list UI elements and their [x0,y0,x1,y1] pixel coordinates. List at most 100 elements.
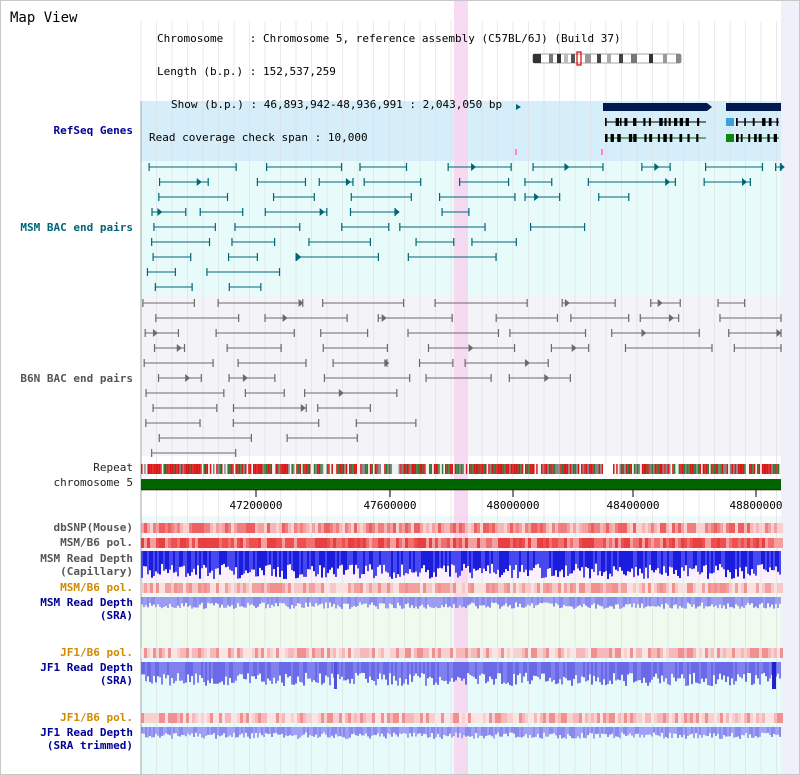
heat-cell [750,648,753,658]
depth-bar [433,727,435,739]
repeat-segment [305,464,308,474]
depth-bar [687,551,689,577]
track-label-msm-bac[interactable]: MSM BAC end pairs [20,221,133,234]
heat-cell [285,713,288,723]
track-label-jf1-depth[interactable]: JF1 Read Depth [40,661,133,674]
bac-end-arrow [381,314,387,322]
depth-bar [329,662,331,686]
depth-bar [639,662,641,681]
depth-bar [393,597,395,608]
heat-cell [294,648,297,658]
repeat-segment [248,464,250,474]
heat-cell [351,648,354,658]
depth-bar [185,551,187,577]
depth-bar [151,727,153,738]
depth-bar [717,662,719,680]
heat-cell [627,583,630,593]
track-label-msm-pol-1[interactable]: MSM/B6 pol. [60,536,133,549]
track-label-dbsnp[interactable]: dbSNP(Mouse) [53,521,133,534]
depth-bar [529,727,531,735]
depth-bar [621,597,623,609]
heat-cell [165,583,168,593]
heat-cell [603,648,606,658]
repeat-segment [430,464,433,474]
heat-cell [561,523,564,533]
track-label-msm-depth-sra[interactable]: MSM Read Depth [40,596,133,609]
heat-cell [285,648,288,658]
heat-cell [618,583,621,593]
heat-cell [297,583,300,593]
depth-bar [177,551,179,577]
repeat-segment [179,464,181,474]
repeat-segment [745,464,748,474]
heat-cell [588,538,591,548]
heat-cell [570,523,573,533]
heat-cell [693,648,696,658]
repeat-segment [427,464,429,474]
depth-bar [497,727,499,733]
depth-bar [607,597,609,608]
depth-bar [419,597,421,607]
depth-bar [323,727,325,733]
track-label-msm-depth-capillary[interactable]: MSM Read Depth [40,552,133,565]
depth-bar [529,662,531,685]
depth-bar [625,727,627,736]
heat-cell [573,538,576,548]
depth-bar [223,662,225,685]
depth-bar [731,727,733,733]
depth-bar [501,597,503,607]
heat-cell [732,648,735,658]
track-label-chromosome[interactable]: chromosome 5 [53,476,133,489]
track-label-repeat[interactable]: Repeat [93,461,133,474]
track-label-jf1-pol-2[interactable]: JF1/B6 pol. [60,711,133,724]
heat-cell [735,523,738,533]
depth-bar [253,662,255,677]
repeat-segment [291,464,293,474]
track-label-b6n-bac[interactable]: B6N BAC end pairs [20,372,133,385]
heat-cell [669,523,672,533]
depth-bar [681,551,683,568]
depth-bar [613,662,615,674]
heat-cell [471,583,474,593]
depth-bar [315,597,317,604]
depth-bar [685,727,687,739]
depth-bar [583,551,585,578]
heat-cell [522,523,525,533]
heat-cell [543,538,546,548]
depth-bar [491,597,493,603]
repeat-segment [523,464,525,474]
track-label-msm-pol-2[interactable]: MSM/B6 pol. [60,581,133,594]
depth-bar [609,662,611,681]
depth-bar [395,727,397,735]
bac-end-arrow [776,329,782,337]
depth-bar [443,727,445,735]
repeat-segment [385,464,388,474]
heat-cell [159,523,162,533]
heat-cell [162,583,165,593]
depth-bar [655,662,657,674]
exon [776,118,779,126]
depth-bar [537,662,539,677]
depth-bar [253,597,255,606]
depth-bar [763,597,765,608]
repeat-segment [525,464,527,474]
track-label-refseq[interactable]: RefSeq Genes [53,124,133,137]
depth-bar [409,727,411,734]
depth-bar [163,551,165,571]
heat-cell [348,538,351,548]
heat-cell [186,648,189,658]
depth-bar [649,662,651,683]
heat-cell [666,713,669,723]
track-label-jf1-pol-1[interactable]: JF1/B6 pol. [60,646,133,659]
repeat-segment [485,464,487,474]
depth-bar [665,727,667,737]
track-label-jf1-trimmed[interactable]: JF1 Read Depth [40,726,133,739]
depth-bar [561,727,563,739]
depth-bar [289,662,291,677]
depth-bar [453,727,455,737]
depth-bar [171,551,173,566]
depth-bar [351,551,353,565]
heat-cell [222,648,225,658]
heat-cell [693,538,696,548]
